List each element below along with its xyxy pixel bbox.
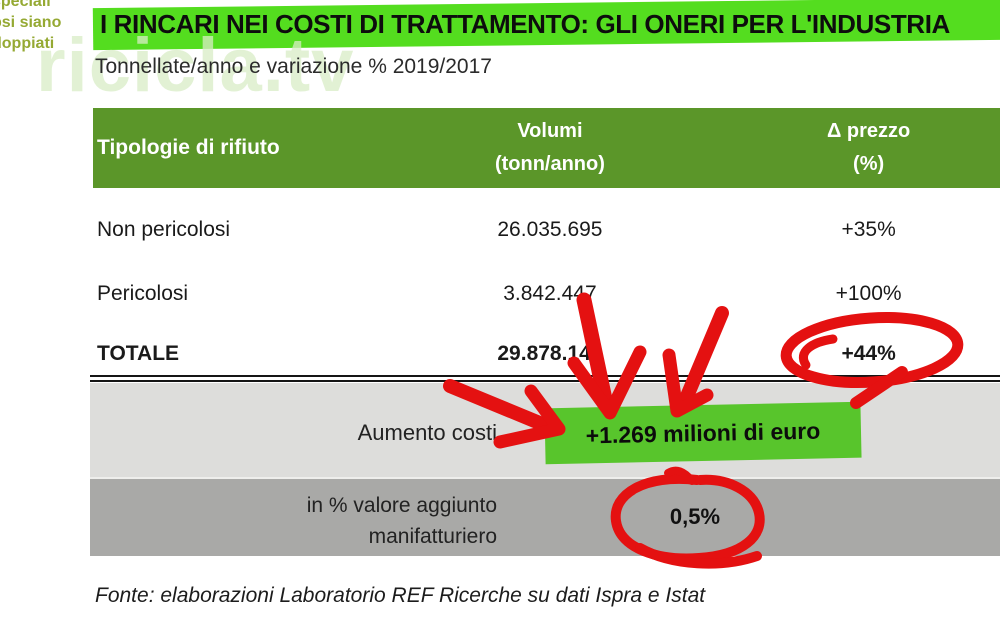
column-header-delta-line2: (%) bbox=[853, 153, 885, 175]
table-divider-double-line bbox=[90, 375, 1000, 382]
corner-text-fragment: speciali psi siano doppiati bbox=[0, 0, 61, 54]
summary-label-aumento-costi: Aumento costi bbox=[357, 420, 497, 445]
page-title: I RINCARI NEI COSTI DI TRATTAMENTO: GLI … bbox=[100, 9, 950, 39]
summary-row-valore-aggiunto bbox=[90, 477, 1000, 556]
watermark: ricicla.tv bbox=[36, 23, 355, 108]
table-row: Non pericolosi 26.035.695 +35% bbox=[93, 206, 1000, 254]
row-volume: 29.878.142 bbox=[497, 342, 603, 365]
column-header-delta-prezzo: Δ prezzo (%) bbox=[709, 108, 1000, 188]
row-volume: 3.842.447 bbox=[503, 282, 597, 305]
summary-label-line2: manifatturiero bbox=[368, 525, 497, 548]
table-row-total: TOTALE 29.878.142 +44% bbox=[93, 330, 1000, 378]
source-citation: Fonte: elaborazioni Laboratorio REF Rice… bbox=[95, 584, 706, 607]
summary-label-valore-aggiunto: in % valore aggiunto manifatturiero bbox=[110, 490, 497, 552]
highlighted-value-box: +1.269 milioni di euro bbox=[544, 401, 862, 465]
row-label: TOTALE bbox=[97, 342, 180, 365]
column-header-volumi-line2: (tonn/anno) bbox=[494, 153, 605, 175]
row-label: Non pericolosi bbox=[97, 218, 231, 241]
column-header-tipologie: Tipologie di rifiuto bbox=[97, 136, 280, 159]
table-row: Pericolosi 3.842.447 +100% bbox=[93, 270, 1000, 318]
table-header: Tipologie di rifiuto Volumi (tonn/anno) … bbox=[93, 108, 1000, 188]
corner-text-line: speciali bbox=[0, 0, 51, 10]
row-delta: +100% bbox=[835, 282, 902, 305]
summary-value-percent: 0,5% bbox=[669, 504, 721, 529]
page-subtitle: Tonnellate/anno e variazione % 2019/2017 bbox=[95, 55, 492, 78]
row-delta: +35% bbox=[841, 218, 896, 241]
column-header-volumi-line1: Volumi bbox=[517, 120, 583, 142]
row-volume: 26.035.695 bbox=[497, 218, 603, 241]
row-label: Pericolosi bbox=[97, 282, 189, 305]
column-header-delta-line1: Δ prezzo bbox=[826, 120, 911, 142]
row-delta: +44% bbox=[841, 342, 896, 365]
corner-text-line: psi siano bbox=[0, 14, 62, 31]
summary-label-line1: in % valore aggiunto bbox=[306, 494, 497, 517]
corner-text-line: doppiati bbox=[0, 35, 55, 52]
column-header-volumi: Volumi (tonn/anno) bbox=[391, 108, 710, 188]
